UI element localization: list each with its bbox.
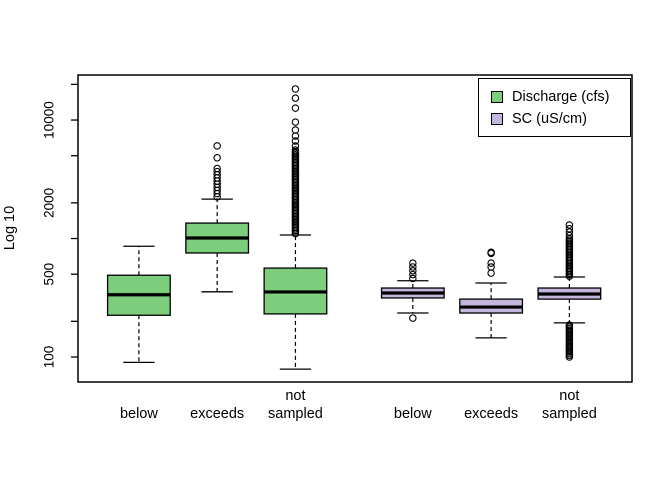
box-below-discharge <box>106 245 171 364</box>
sc-swatch-icon <box>491 112 503 125</box>
outlier-point <box>291 85 300 93</box>
x-category-label: not <box>559 388 579 404</box>
y-axis-label: Log 10 <box>2 206 18 250</box>
x-category-label: sampled <box>542 406 597 422</box>
y-tick-label: 10000 <box>42 101 57 139</box>
discharge-swatch-icon <box>491 90 503 103</box>
legend-item-discharge: Discharge (cfs) <box>491 88 630 106</box>
box-exceeds-sc <box>459 248 524 339</box>
box-not-sampled-sc <box>537 221 602 361</box>
x-category-label: below <box>120 406 158 422</box>
x-category-label: not <box>285 388 305 404</box>
outlier-point <box>213 154 221 162</box>
outlier-point <box>409 267 417 275</box>
x-category-label: below <box>394 406 432 422</box>
outlier-point <box>487 269 495 277</box>
x-category-label: sampled <box>268 406 323 422</box>
box-exceeds-discharge <box>185 142 250 293</box>
y-tick-label: 2000 <box>42 188 57 218</box>
outlier-point <box>291 94 300 102</box>
outlier-point <box>409 314 417 322</box>
outlier-point <box>291 126 300 134</box>
outlier-point <box>213 142 221 150</box>
outlier-point <box>487 263 495 271</box>
legend-label-sc: SC (uS/cm) <box>512 110 587 127</box>
outlier-point <box>291 118 300 126</box>
box-below-sc <box>380 259 445 322</box>
plot-frame <box>77 74 633 383</box>
legend: Discharge (cfs) SC (uS/cm) <box>478 78 631 137</box>
outlier-point <box>565 321 574 329</box>
outlier-point <box>291 137 300 145</box>
outlier-point <box>409 263 417 271</box>
outlier-point <box>213 167 221 176</box>
box-not-sampled-discharge <box>263 85 328 370</box>
outlier-point <box>565 221 574 229</box>
outlier-point <box>291 146 300 154</box>
y-tick-label: 100 <box>42 346 57 369</box>
outlier-point <box>291 142 300 150</box>
outlier-point <box>213 164 221 173</box>
outlier-point <box>291 104 300 112</box>
legend-label-discharge: Discharge (cfs) <box>512 88 610 105</box>
x-category-label: exceeds <box>190 406 244 422</box>
outlier-point <box>565 234 574 243</box>
outlier-point <box>409 259 417 267</box>
outlier-point <box>487 249 495 258</box>
outlier-point <box>409 274 417 283</box>
outlier-point <box>409 270 417 279</box>
y-tick-label: 500 <box>42 263 57 286</box>
outlier-point <box>487 259 495 267</box>
legend-item-sc: SC (uS/cm) <box>491 110 630 128</box>
x-category-label: exceeds <box>464 406 518 422</box>
outlier-point <box>291 132 300 140</box>
